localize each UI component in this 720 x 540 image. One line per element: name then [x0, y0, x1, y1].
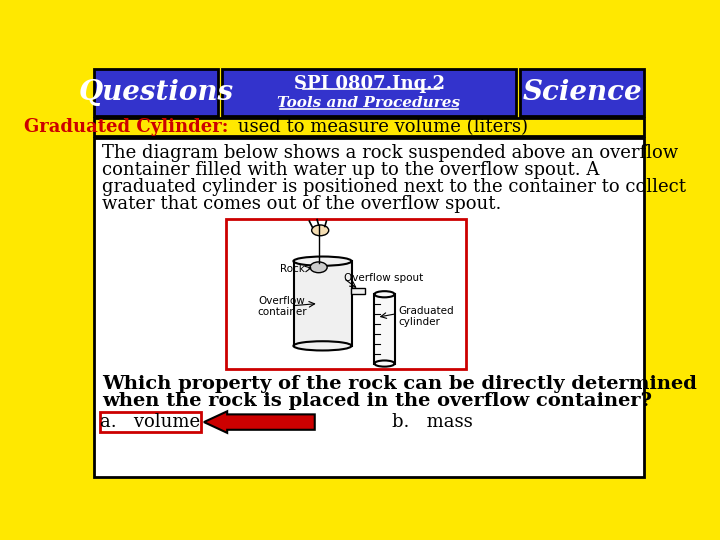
Text: when the rock is placed in the overflow container?: when the rock is placed in the overflow …: [102, 392, 652, 410]
Text: SPI 0807.Inq.2: SPI 0807.Inq.2: [294, 75, 444, 93]
Text: Graduated
cylinder: Graduated cylinder: [398, 306, 454, 327]
Text: water that comes out of the overflow spout.: water that comes out of the overflow spo…: [102, 195, 501, 213]
Ellipse shape: [374, 291, 395, 298]
Text: Questions: Questions: [78, 79, 233, 106]
Bar: [351, 288, 365, 294]
Ellipse shape: [294, 341, 351, 350]
Bar: [94, 69, 218, 117]
Bar: [222, 69, 516, 117]
Ellipse shape: [294, 256, 351, 266]
FancyArrow shape: [204, 411, 315, 433]
Text: graduated cylinder is positioned next to the container to collect: graduated cylinder is positioned next to…: [102, 178, 685, 196]
Ellipse shape: [312, 225, 329, 236]
Bar: [94, 118, 644, 137]
Bar: [225, 219, 466, 369]
Text: Overflow
container: Overflow container: [257, 296, 307, 318]
Text: Graduated Cylinder:: Graduated Cylinder:: [24, 118, 228, 136]
Bar: [294, 261, 352, 346]
Text: b.   mass: b. mass: [392, 413, 473, 431]
Text: The diagram below shows a rock suspended above an overflow: The diagram below shows a rock suspended…: [102, 144, 678, 162]
Text: Rock: Rock: [280, 264, 305, 274]
Ellipse shape: [374, 361, 395, 367]
Bar: [94, 138, 644, 477]
Text: a.   volume: a. volume: [100, 413, 200, 431]
Text: Overflow spout: Overflow spout: [344, 273, 423, 283]
Text: used to measure volume (liters): used to measure volume (liters): [232, 118, 528, 136]
Text: Tools and Procedures: Tools and Procedures: [277, 96, 461, 110]
Ellipse shape: [310, 262, 327, 273]
Bar: [100, 412, 201, 432]
Bar: [520, 69, 644, 117]
Text: Science: Science: [522, 79, 642, 106]
Bar: [374, 294, 395, 363]
Text: Which property of the rock can be directly determined: Which property of the rock can be direct…: [102, 375, 696, 393]
Text: container filled with water up to the overflow spout. A: container filled with water up to the ov…: [102, 161, 599, 179]
